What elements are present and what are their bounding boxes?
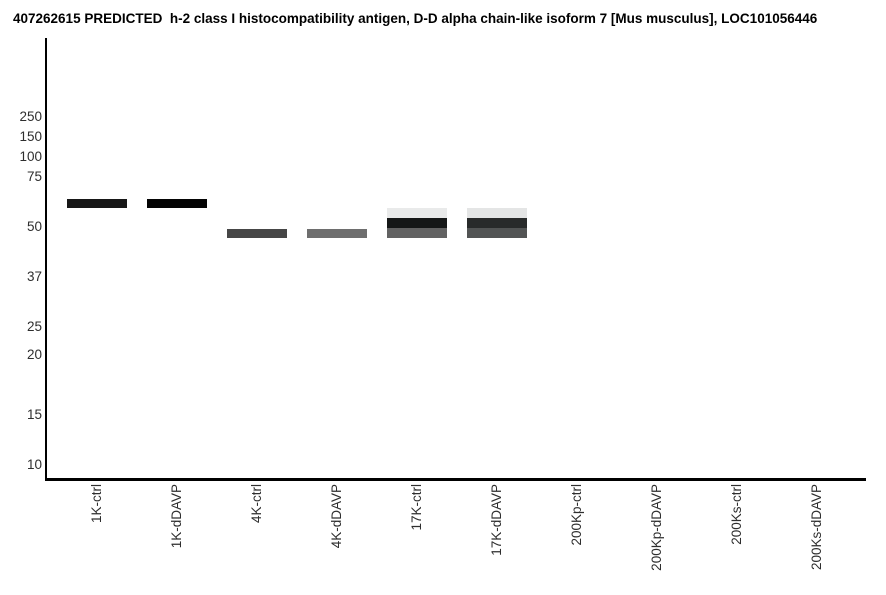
y-axis-tick-label: 10 [26,457,42,472]
x-axis-lane-label: 1K-dDAVP [169,484,184,549]
gel-band [467,228,527,238]
gel-band [67,199,127,208]
x-axis-lane-label: 1K-ctrl [89,484,104,524]
y-axis-tick-label: 250 [19,109,42,124]
y-axis-tick-label: 50 [26,219,42,234]
y-axis-tick-label: 100 [19,149,42,164]
gel-band [387,228,447,238]
x-axis-line [45,478,866,481]
y-axis-tick-label: 15 [26,407,42,422]
gel-band [467,218,527,228]
chart-title: 407262615 PREDICTED h-2 class I histocom… [13,11,818,26]
y-axis-tick-label: 25 [26,319,42,334]
x-axis-lane-label: 200Kp-dDAVP [649,484,664,571]
y-axis-tick-label: 150 [19,129,42,144]
x-axis-lane-label: 17K-ctrl [409,484,424,531]
x-axis-lane-label: 200Ks-dDAVP [809,484,824,571]
gel-band [467,208,527,218]
gel-band [387,208,447,218]
gel-band [307,229,367,238]
y-axis-line [45,38,47,480]
y-axis-tick-label: 20 [26,347,42,362]
x-axis-lane-label: 17K-dDAVP [489,484,504,556]
x-axis-lane-label: 200Kp-ctrl [569,484,584,546]
gel-band [387,218,447,228]
x-axis-lane-label: 4K-ctrl [249,484,264,524]
gel-band [227,229,287,238]
x-axis-lane-label: 200Ks-ctrl [729,484,744,545]
y-axis-tick-label: 37 [26,269,42,284]
x-axis-lane-label: 4K-dDAVP [329,484,344,549]
gel-band [147,199,207,208]
y-axis-tick-label: 75 [26,169,42,184]
